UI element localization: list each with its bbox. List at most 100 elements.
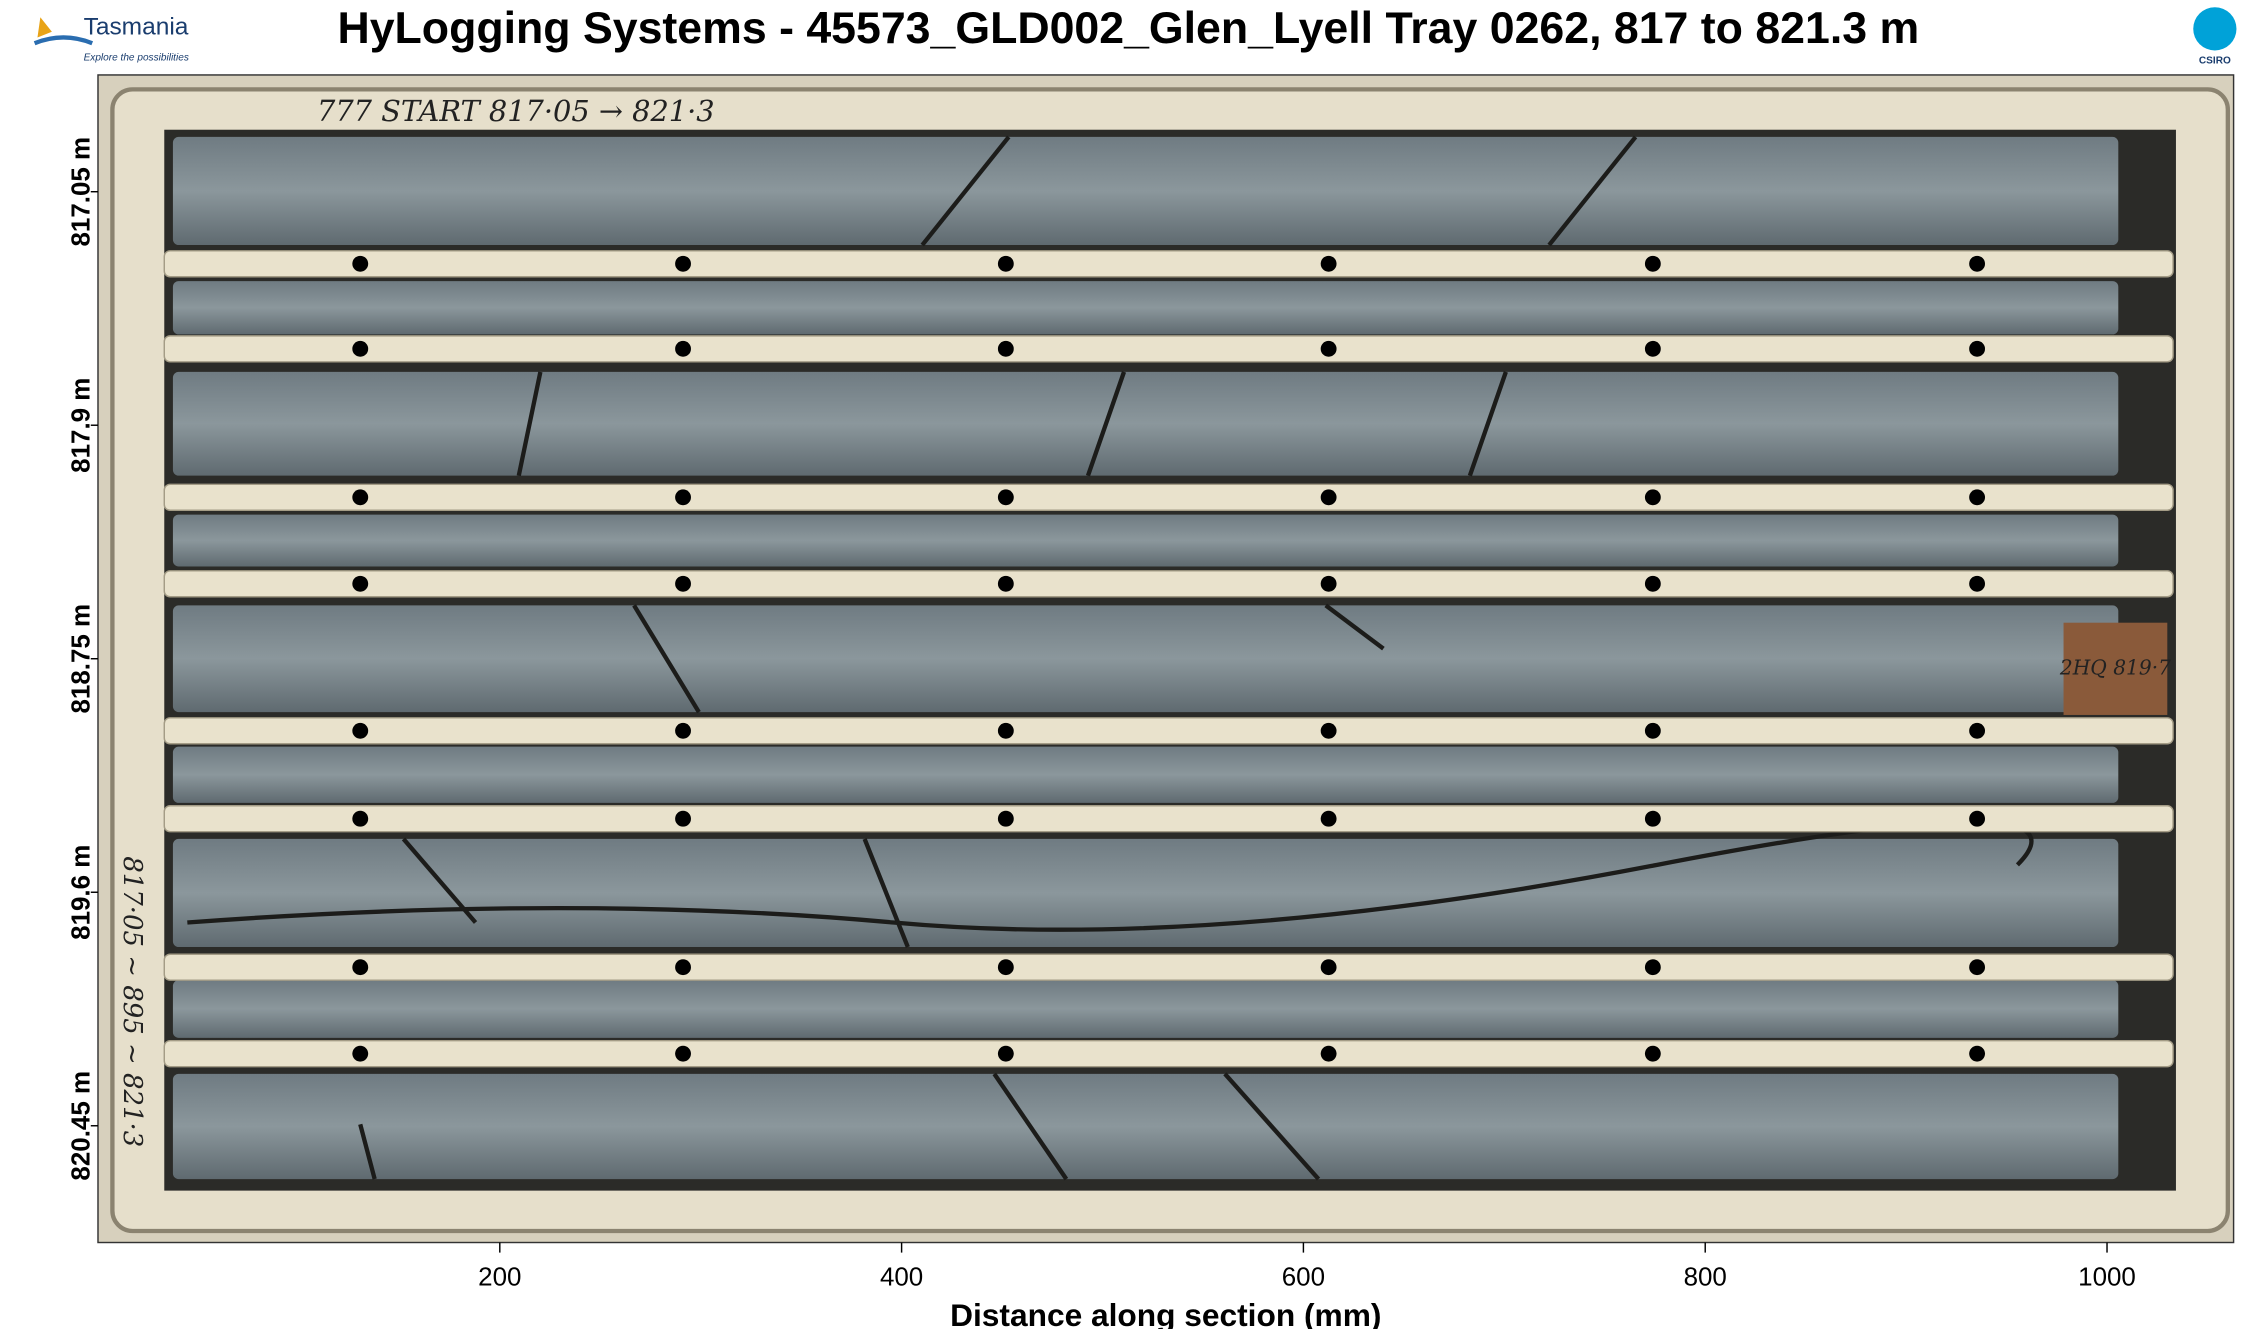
marker-dot [1969,340,1986,357]
marker-dot [352,575,369,592]
marker-dot [1644,575,1661,592]
separator [163,1039,2174,1068]
separator [163,570,2174,598]
x-axis-label: Distance along section (mm) [950,1297,1381,1329]
marker-dot [1320,810,1337,827]
marker-dot [352,722,369,739]
fracture [632,604,701,714]
fracture [358,1123,377,1180]
marker-dot [997,489,1014,506]
marker-dot [1644,959,1661,976]
core-row [172,281,2119,335]
separator [163,483,2174,511]
marker-dot [352,255,369,272]
depth-block [2063,622,2168,715]
marker-dot [1969,489,1986,506]
separator [163,953,2174,981]
fracture [862,838,910,948]
separator [163,250,2174,278]
marker-dot [1320,1045,1337,1062]
logo-icon [37,17,52,38]
marker-dot [675,959,691,976]
separator [163,717,2174,745]
marker-dot [997,1045,1014,1062]
marker-dot [997,255,1014,272]
marker-dot [1320,340,1337,357]
core-row [172,605,2119,713]
core-tray-photo [97,74,2234,1243]
marker-dot [1969,810,1986,827]
core-row [172,838,2119,948]
y-tick-label: 819.6 m [67,845,95,940]
y-tick-label: 817.05 m [67,137,95,247]
marker-dot [675,489,691,506]
logo-csiro: CSIRO [2193,7,2237,66]
annotation: 2HQ 819·7 [2059,656,2171,680]
marker-dot [1644,255,1661,272]
logo-swoosh [33,35,94,46]
fracture [1324,603,1385,651]
marker-dot [997,959,1014,976]
x-tick-label: 1000 [2078,1264,2136,1292]
marker-dot [1644,722,1661,739]
core-row [172,746,2119,803]
annotation: 817·05 ~ 895 ~ 821·3 [117,856,147,1147]
y-tick-label: 818.75 m [67,604,95,714]
marker-dot [352,1045,369,1062]
fracture [1547,135,1638,247]
marker-dot [997,340,1014,357]
marker-dot [675,255,691,272]
x-tick-label: 400 [880,1264,923,1292]
marker-dot [675,810,691,827]
chart-title: HyLogging Systems - 45573_GLD002_Glen_Ly… [337,4,1919,53]
x-tick-label: 200 [478,1264,521,1292]
marker-dot [997,810,1014,827]
annotation: 777 START 817·05 → 821·3 [317,94,715,128]
marker-dot [1969,1045,1986,1062]
core-row [172,371,2119,476]
marker-dot [1969,959,1986,976]
y-tick-label: 820.45 m [67,1071,95,1181]
marker-dot [1644,489,1661,506]
separator [163,805,2174,833]
marker-dot [675,575,691,592]
marker-dot [1644,1045,1661,1062]
fracture [1085,371,1127,477]
marker-dot [675,722,691,739]
marker-dot [1320,255,1337,272]
marker-dot [1320,489,1337,506]
x-tick-label: 600 [1282,1264,1325,1292]
logo-text: CSIRO [2199,55,2231,66]
fracture [516,371,543,477]
marker-dot [675,1045,691,1062]
core-row [172,514,2119,567]
core-row [172,136,2119,246]
separator [163,335,2174,363]
logo-text: Tasmania [84,14,189,41]
marker-dot [352,810,369,827]
marker-dot [1644,340,1661,357]
core-row [172,1073,2119,1180]
marker-dot [1644,810,1661,827]
marker-dot [352,489,369,506]
marker-dot [352,959,369,976]
marker-dot [997,575,1014,592]
marker-dot [352,340,369,357]
fracture [1223,1072,1321,1181]
marker-dot [997,722,1014,739]
marker-dot [1320,722,1337,739]
marker-dot [1969,575,1986,592]
logo-tasmania: Tasmania Explore the possibilities [33,14,189,64]
x-tick-label: 800 [1684,1264,1727,1292]
y-tick-label: 817.9 m [67,378,95,473]
marker-dot [1969,255,1986,272]
fracture [992,1072,1069,1181]
fracture [1467,371,1508,477]
fracture [920,135,1011,247]
marker-dot [1969,722,1986,739]
logo-tagline: Explore the possibilities [84,53,189,64]
logo-icon [2193,7,2237,51]
marker-dot [675,340,691,357]
